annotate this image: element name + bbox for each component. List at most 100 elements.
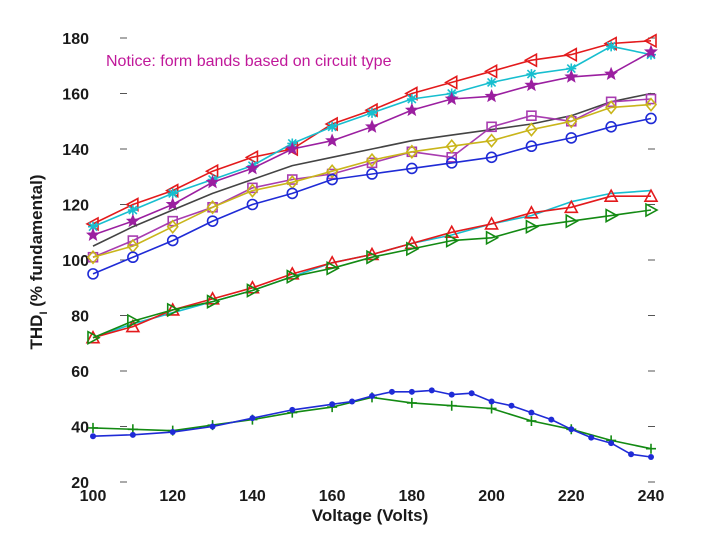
data-point [285,141,300,156]
series-line [92,209,652,339]
data-point [486,403,497,414]
data-point [249,415,256,422]
x-tick-label: 220 [558,488,585,505]
data-point [525,140,538,153]
data-point [205,291,220,305]
data-point [523,52,538,68]
data-point [486,121,497,133]
data-point [524,77,539,92]
series-6 [86,97,658,265]
data-point [528,409,535,416]
data-point [325,133,340,147]
data-point [644,44,658,58]
data-point [445,157,458,169]
y-tick-label: 120 [62,198,89,215]
data-point [127,205,138,216]
data-point [406,397,417,408]
data-point [127,235,139,246]
data-point [445,233,460,248]
data-point [605,121,617,133]
series-4 [92,92,652,247]
data-point [367,107,377,118]
data-point [289,406,296,413]
data-point [508,402,515,409]
data-point [167,188,178,199]
data-point [365,119,379,133]
data-point [444,75,458,90]
data-point [484,88,499,103]
chart-annotation: Notice: form bands based on circuit type [106,53,392,70]
data-point [369,392,375,399]
data-point [127,251,139,264]
data-point [86,227,100,242]
data-point [603,188,619,202]
data-point [408,388,415,395]
data-point [244,149,259,165]
data-point [565,132,578,144]
data-point [468,390,475,397]
data-point [366,249,380,265]
data-point [428,387,435,394]
y-tick-label: 40 [71,420,89,437]
y-axis-title-rest: (% fundamental) [27,175,46,312]
data-point [246,198,259,211]
data-point [326,260,340,276]
data-point [364,246,380,261]
data-point [286,174,298,185]
x-tick-label: 160 [319,488,346,505]
data-point [566,63,577,74]
data-point [246,283,261,298]
series-9 [85,188,659,344]
data-point [564,69,579,83]
data-point [643,188,659,202]
series-line [92,92,652,247]
data-point [648,454,654,461]
data-point [406,241,420,257]
data-point [388,388,395,395]
data-point [205,174,220,189]
series-line [92,103,652,258]
data-point [204,163,219,179]
x-tick-label: 140 [239,488,266,505]
data-point [286,269,300,284]
data-point [206,294,221,309]
y-tick-label: 160 [62,87,89,104]
data-point [484,216,499,230]
x-tick-label: 180 [399,488,426,505]
data-point [645,93,657,105]
series-11 [88,392,656,454]
x-tick-label: 240 [638,488,665,505]
data-point [406,162,418,175]
x-axis-title: Voltage (Volts) [312,506,429,525]
axes: 20 40 60 80 100 120 140 160 180 100 120 140 160 180 20… [62,31,664,505]
data-point [646,443,656,454]
data-point [525,122,538,137]
data-point [86,249,100,265]
data-point [565,114,578,129]
data-point [129,431,136,438]
y-tick-label: 100 [62,253,89,270]
data-point [643,33,657,49]
data-point [526,69,537,80]
data-point [644,97,658,112]
data-point [605,208,619,223]
data-point [563,199,579,214]
data-point [167,215,179,227]
data-point [87,330,101,346]
data-point [286,187,299,200]
data-point [565,213,579,229]
data-point [486,77,497,88]
data-point [329,401,336,408]
data-point [169,429,176,436]
data-point [284,266,300,280]
series-layer [85,33,659,461]
x-tick-label: 120 [159,488,186,505]
data-point [247,182,258,194]
data-point [366,168,378,180]
series-line [92,117,652,275]
data-point [165,197,180,211]
data-point [326,173,338,186]
data-point [448,391,455,398]
data-point [349,398,356,405]
